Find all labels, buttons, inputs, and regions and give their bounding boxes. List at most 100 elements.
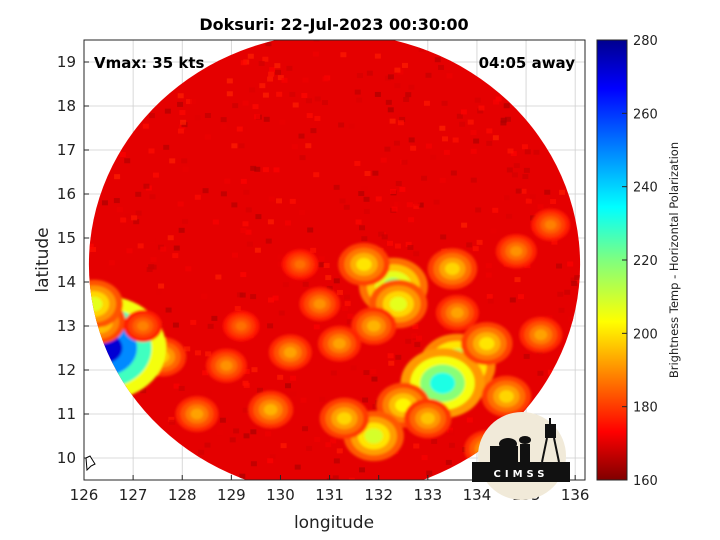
texture-cell [120,217,127,223]
texture-cell [356,480,362,485]
texture-cell [267,76,274,82]
texture-cell [285,383,292,389]
texture-cell [387,353,394,359]
texture-cell [204,442,211,448]
texture-cell [515,188,522,194]
texture-cell [378,231,385,237]
texture-cell [390,189,397,195]
texture-cell [355,219,362,225]
texture-cell [492,135,499,141]
texture-cell [406,202,413,208]
texture-cell [202,188,209,194]
x-tick-label: 129 [217,486,246,504]
texture-cell [492,207,499,213]
texture-cell [277,374,284,380]
texture-cell [408,137,415,143]
texture-cell [394,201,401,207]
y-tick-label: 16 [57,185,76,203]
texture-cell [181,158,188,164]
texture-cell [239,292,246,298]
plot-frame [83,39,586,481]
texture-cell [268,196,275,202]
texture-cell [459,121,466,127]
texture-cell [194,350,201,356]
texture-cell [470,129,477,135]
texture-cell [332,475,339,480]
texture-cell [234,306,241,312]
texture-cell [185,266,192,272]
texture-cell [530,215,537,221]
texture-cell [474,97,481,103]
texture-cell [506,167,513,173]
texture-cell [486,294,493,300]
texture-cell [438,64,445,70]
texture-cell [397,120,404,126]
texture-cell [321,100,328,106]
x-tick-label: 132 [364,486,393,504]
texture-cell [290,391,297,397]
texture-cell [285,220,292,226]
cimss-logo: CIMSS [472,412,570,500]
texture-cell [446,73,453,79]
texture-cell [426,470,433,476]
texture-cell [250,461,257,467]
texture-cell [485,263,492,269]
texture-cell [322,76,329,82]
feature-mark [544,219,557,230]
texture-cell [186,99,193,105]
texture-cell [395,180,402,186]
texture-cell [403,96,410,102]
feature-mark [479,337,495,351]
texture-cell [434,57,441,63]
feature-mark [294,259,306,269]
texture-cell [313,40,320,42]
texture-cell [282,282,289,288]
texture-cell [155,289,162,295]
texture-cell [478,105,485,111]
texture-cell [201,293,208,299]
texture-cell [236,126,243,132]
texture-cell [301,92,308,98]
x-tick-label: 136 [561,486,590,504]
texture-cell [431,438,438,444]
texture-cell [243,368,250,374]
texture-cell [318,256,325,262]
texture-cell [520,188,527,194]
texture-cell [259,83,266,89]
texture-cell [269,67,276,73]
texture-cell [242,100,249,106]
texture-cell [243,433,250,439]
texture-cell [135,191,142,197]
texture-cell [413,203,420,209]
colorbar-ticks: 160 180 200 220 240 260 280 [622,34,658,489]
texture-cell [224,178,231,184]
x-axis-label: longitude [294,513,374,533]
texture-cell [341,306,348,312]
texture-cell [363,208,370,214]
texture-cell [356,73,363,79]
texture-cell [198,449,205,455]
texture-cell [239,473,246,479]
texture-cell [485,272,492,278]
texture-cell [330,370,337,376]
texture-cell [180,119,187,125]
y-tick-label: 12 [57,361,76,379]
texture-cell [292,102,299,108]
colorbar-label: Brightness Temp - Horizontal Polarizatio… [667,142,681,378]
texture-cell [173,383,180,389]
texture-cell [493,99,500,105]
texture-cell [333,458,340,464]
colorbar-tick-label: 160 [633,474,658,489]
texture-cell [204,134,211,140]
x-tick-label: 130 [266,486,295,504]
texture-cell [371,376,378,382]
texture-cell [307,227,314,233]
texture-cell [443,326,450,332]
feature-mark [313,298,326,310]
texture-cell [226,78,233,84]
texture-cell [394,243,401,249]
texture-cell [247,53,254,59]
texture-cell [551,239,558,245]
texture-cell [262,92,269,98]
texture-cell [267,323,274,329]
